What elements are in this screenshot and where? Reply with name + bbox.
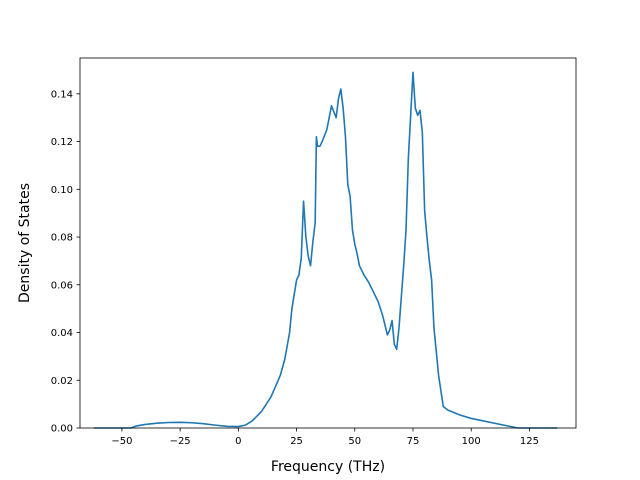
y-tick-label: 0.02 [51, 376, 73, 387]
plot-frame [79, 57, 577, 429]
y-tick-label: 0.00 [51, 424, 73, 435]
x-tick-label: 50 [348, 436, 361, 447]
x-tick-label: 125 [520, 436, 539, 447]
x-tick-label: 100 [462, 436, 481, 447]
x-tick-label: −50 [111, 436, 132, 447]
y-tick-label: 0.08 [51, 233, 73, 244]
x-tick-label: 25 [290, 436, 303, 447]
y-tick-label: 0.12 [51, 137, 73, 148]
y-tick-label: 0.06 [51, 280, 73, 291]
y-tick-label: 0.04 [51, 328, 73, 339]
x-tick-label: 75 [407, 436, 420, 447]
y-axis-label: Density of States [17, 183, 33, 303]
x-axis-label: Frequency (THz) [271, 459, 385, 475]
y-tick-label: 0.10 [51, 185, 73, 196]
y-tick-label: 0.14 [51, 89, 73, 100]
plot-background [80, 58, 576, 428]
x-tick-label: −25 [170, 436, 191, 447]
x-axis-ticks: −50 −25 0 25 50 75 100 125 [111, 428, 539, 447]
y-axis-ticks: 0.00 0.02 0.04 0.06 0.08 0.10 0.12 0.14 [51, 89, 80, 435]
dos-line [93, 71, 558, 429]
x-tick-label: 0 [235, 436, 241, 447]
